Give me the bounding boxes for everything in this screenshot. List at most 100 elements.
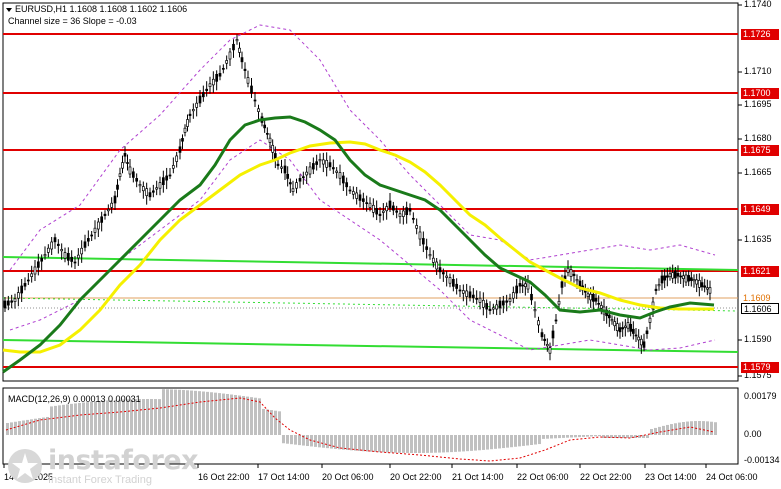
macd-bar: [362, 435, 365, 452]
candle: [572, 270, 576, 283]
candle: [218, 65, 222, 81]
macd-bar: [198, 391, 201, 435]
symbol-info: EURUSD,H1 1.1608 1.1608 1.1602 1.1606: [15, 4, 188, 14]
candle: [126, 154, 129, 171]
candle: [615, 317, 619, 337]
macd-bar: [386, 435, 389, 453]
candle: [240, 51, 244, 69]
candle: [361, 192, 365, 210]
macd-bar: [194, 390, 197, 435]
moving-average-slow: [2, 140, 714, 354]
candle: [660, 270, 664, 290]
candle: [681, 270, 685, 288]
candle: [118, 167, 122, 181]
candle: [465, 283, 469, 306]
macd-bar: [526, 435, 529, 446]
macd-bar: [534, 435, 537, 445]
macd-bar: [206, 391, 209, 435]
price-panel[interactable]: [2, 2, 739, 382]
macd-bar: [290, 435, 293, 445]
macd-bar: [518, 435, 521, 447]
candle: [243, 62, 247, 79]
candle: [435, 258, 439, 275]
candle: [425, 238, 429, 259]
macd-bar: [358, 435, 361, 451]
macd-signal-line: [5, 397, 715, 462]
macd-bar: [98, 401, 101, 435]
candle: [341, 172, 345, 191]
macd-bar: [330, 435, 333, 449]
candle: [554, 314, 558, 324]
candle: [80, 240, 84, 263]
macd-tick-label: 0.00: [744, 429, 762, 439]
macd-bar: [438, 435, 441, 453]
macd-bar: [482, 435, 485, 450]
candle: [295, 178, 298, 194]
macd-bar: [594, 435, 597, 437]
candle: [56, 239, 60, 254]
macd-bar: [238, 395, 241, 435]
macd-bar: [422, 435, 425, 453]
macd-bar: [606, 435, 609, 438]
dropdown-triangle-icon[interactable]: [6, 8, 12, 12]
macd-bar: [470, 435, 473, 451]
candle: [368, 197, 372, 212]
candle: [205, 81, 209, 97]
candle: [235, 34, 239, 45]
price-tick-label: 1.1575: [744, 370, 772, 380]
macd-bar: [390, 435, 393, 453]
macd-bar: [586, 435, 589, 437]
candle: [411, 212, 415, 224]
macd-histogram: [6, 389, 717, 453]
macd-bar: [326, 435, 329, 449]
candle: [478, 291, 482, 310]
candle: [208, 76, 212, 94]
candle: [697, 273, 701, 297]
candle: [700, 276, 704, 291]
candle: [66, 247, 70, 266]
price-tick-label: 1.1710: [744, 66, 772, 76]
candle: [548, 342, 552, 361]
candle: [495, 299, 499, 316]
macd-bar: [350, 435, 353, 451]
macd-bar: [494, 435, 497, 449]
candle: [485, 299, 489, 319]
channel-lower: [2, 339, 739, 353]
candle: [408, 203, 412, 216]
candle: [475, 290, 479, 305]
macd-bar: [106, 400, 109, 435]
macd-bar: [150, 399, 153, 435]
macd-bar: [278, 411, 281, 435]
macd-bar: [170, 389, 173, 435]
candle: [283, 159, 287, 180]
candle: [60, 243, 64, 260]
price-tick-label: 1.1680: [744, 133, 772, 143]
candle: [305, 166, 309, 184]
candle: [481, 292, 485, 316]
candle: [288, 178, 292, 193]
price-level-label: 1.1700: [741, 88, 779, 99]
candle: [298, 174, 302, 189]
candle: [378, 207, 382, 223]
candle: [271, 139, 275, 161]
candle: [428, 247, 432, 260]
macd-bar: [370, 435, 373, 452]
moving-average-fast: [2, 115, 715, 374]
price-level-label: 1.1621: [741, 266, 779, 277]
time-tick-label: 16 Oct 22:00: [198, 472, 250, 482]
price-level-label: 1.1726: [741, 29, 779, 40]
macd-bar: [166, 389, 169, 435]
candle: [388, 193, 392, 212]
macd-bar: [426, 435, 429, 453]
time-tick-label: 24 Oct 06:00: [706, 472, 758, 482]
candle: [351, 186, 355, 200]
macd-bar: [118, 399, 121, 435]
candle: [381, 203, 385, 221]
macd-bar: [310, 435, 313, 447]
time-tick-label: 23 Oct 14:00: [645, 472, 697, 482]
candle: [128, 159, 132, 178]
macd-bar: [486, 435, 489, 450]
candle: [365, 195, 369, 212]
candle: [257, 104, 260, 120]
